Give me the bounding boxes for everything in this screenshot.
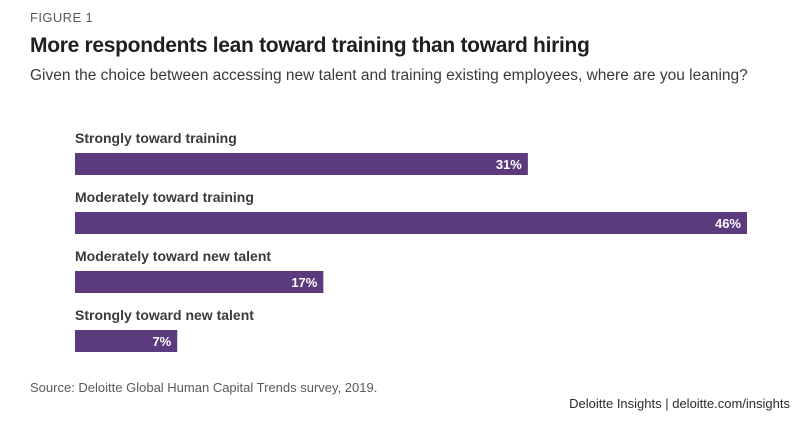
- bar-value-label: 7%: [152, 334, 171, 349]
- chart-title: More respondents lean toward training th…: [30, 34, 590, 57]
- category-label: Moderately toward training: [75, 189, 254, 205]
- category-label: Strongly toward training: [75, 130, 237, 146]
- bar: [75, 271, 324, 293]
- bar-value-label: 17%: [291, 275, 317, 290]
- bar: [75, 330, 178, 352]
- bar: [75, 153, 528, 175]
- chart-subtitle: Given the choice between accessing new t…: [30, 67, 748, 84]
- category-label: Moderately toward new talent: [75, 248, 271, 264]
- category-label: Strongly toward new talent: [75, 307, 254, 323]
- bar-value-label: 31%: [496, 157, 522, 172]
- bar: [75, 212, 747, 234]
- bar-chart: Strongly toward training 31% Moderately to…: [75, 130, 747, 352]
- source-note: Source: Deloitte Global Human Capital Tr…: [30, 380, 378, 395]
- figure-label: FIGURE 1: [30, 10, 94, 25]
- bar-value-label: 46%: [715, 216, 741, 231]
- credit-line: Deloitte Insights | deloitte.com/insight…: [569, 396, 790, 411]
